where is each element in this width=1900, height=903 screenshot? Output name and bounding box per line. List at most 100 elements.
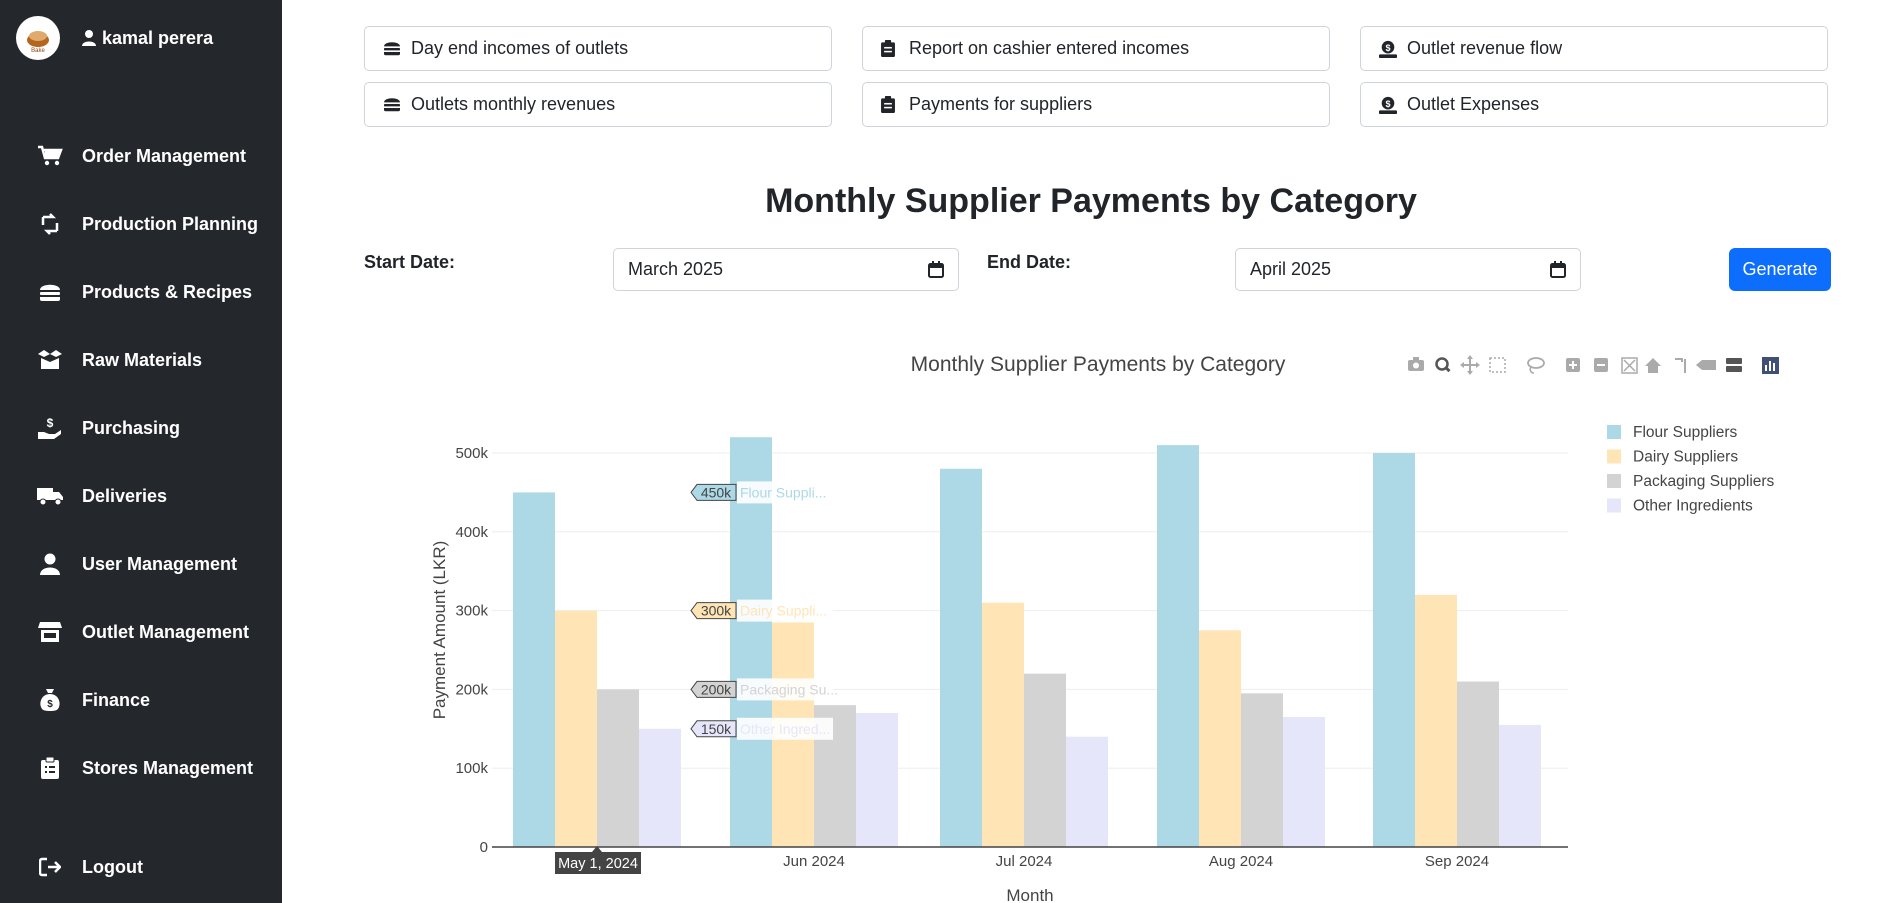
report-revenue-flow-button[interactable]: $ Outlet revenue flow: [1360, 26, 1828, 71]
sidebar-item-purchasing[interactable]: $ Purchasing: [0, 394, 282, 462]
report-day-end-incomes-button[interactable]: Day end incomes of outlets: [364, 26, 832, 71]
zoom-in-icon[interactable]: [1566, 358, 1580, 372]
svg-text:$: $: [47, 416, 54, 430]
hover-series-name: Other Ingred...: [740, 721, 830, 737]
bar-dairy-suppliers[interactable]: [1199, 630, 1241, 847]
report-outlet-expenses-button[interactable]: $ Outlet Expenses: [1360, 82, 1828, 127]
report-supplier-payments-button[interactable]: Payments for suppliers: [862, 82, 1330, 127]
report-monthly-revenues-button[interactable]: Outlets monthly revenues: [364, 82, 832, 127]
hover-value-box: [690, 680, 737, 698]
sidebar-item-user-management[interactable]: User Management: [0, 530, 282, 598]
sidebar-item-label: Production Planning: [82, 213, 258, 234]
hover-closest-icon[interactable]: [1696, 360, 1716, 370]
bar-dairy-suppliers[interactable]: [555, 610, 597, 847]
sidebar-item-stores-management[interactable]: Stores Management: [0, 734, 282, 802]
lasso-icon[interactable]: [1527, 357, 1545, 374]
chart-legend: Flour Suppliers Dairy Suppliers Packaging …: [1607, 424, 1775, 515]
hover-x-label: May 1, 2024: [558, 856, 638, 872]
sidebar-item-products-recipes[interactable]: Products & Recipes: [0, 258, 282, 326]
hover-name-box: [737, 678, 833, 701]
pan-icon[interactable]: [1460, 355, 1480, 375]
y-tick-label: 0: [480, 839, 488, 856]
report-label: Outlet revenue flow: [1407, 38, 1563, 58]
burger-icon: [36, 278, 64, 306]
bar-flour-suppliers[interactable]: [513, 492, 555, 847]
legend-item[interactable]: Packaging Suppliers: [1633, 473, 1775, 490]
sidebar-item-label: Products & Recipes: [82, 281, 253, 302]
calendar-icon[interactable]: [1550, 261, 1566, 283]
sidebar-item-order-management[interactable]: Order Management: [0, 122, 282, 190]
bar-other-ingredients[interactable]: [1066, 736, 1108, 847]
bar-flour-suppliers[interactable]: [940, 468, 982, 847]
user-name-display: kamal perera: [82, 28, 213, 49]
calendar-icon[interactable]: [928, 261, 944, 283]
box-select-icon[interactable]: [1489, 357, 1506, 373]
chart-x-ticks: Jun 2024 Jul 2024 Aug 2024 Sep 2024: [783, 853, 1489, 870]
sidebar-nav: Order Management Production Planning Pro…: [0, 122, 282, 802]
logout-icon: [36, 853, 64, 881]
page-title: Monthly Supplier Payments by Category: [765, 182, 1417, 220]
legend-swatch[interactable]: [1607, 449, 1621, 464]
legend-swatch[interactable]: [1607, 474, 1621, 488]
bar-packaging-suppliers[interactable]: [597, 689, 639, 847]
home-icon[interactable]: [1645, 358, 1661, 373]
report-cashier-incomes-button[interactable]: Report on cashier entered incomes: [862, 26, 1330, 71]
zoom-icon[interactable]: [1435, 357, 1451, 373]
hover-tooltip: 450k Flour Suppli... 300k Dairy Suppli... 20…: [555, 481, 838, 874]
burger-icon: [383, 96, 401, 114]
chart-title: Monthly Supplier Payments by Category: [911, 353, 1286, 376]
autoscale-icon[interactable]: [1621, 357, 1638, 374]
sidebar-item-outlet-management[interactable]: Outlet Management: [0, 598, 282, 666]
sidebar-item-finance[interactable]: $ Finance: [0, 666, 282, 734]
legend-item[interactable]: Flour Suppliers: [1633, 424, 1737, 441]
spike-lines-icon[interactable]: [1675, 358, 1686, 373]
zoom-out-icon[interactable]: [1594, 358, 1608, 372]
bar-packaging-suppliers[interactable]: [1241, 693, 1283, 847]
chart-y-ticks: 0 100k 200k 300k 400k 500k: [455, 445, 488, 856]
cart-icon: [36, 142, 64, 170]
bar-flour-suppliers[interactable]: [1373, 453, 1415, 847]
user-name: kamal perera: [102, 27, 214, 48]
hover-name-box: [737, 599, 833, 622]
plotly-logo-icon[interactable]: [1762, 357, 1779, 374]
legend-swatch[interactable]: [1607, 425, 1621, 439]
legend-item[interactable]: Dairy Suppliers: [1633, 449, 1738, 466]
hover-compare-icon[interactable]: [1726, 358, 1742, 372]
sidebar-item-raw-materials[interactable]: Raw Materials: [0, 326, 282, 394]
hover-value: 450k: [701, 484, 732, 500]
sidebar-item-deliveries[interactable]: Deliveries: [0, 462, 282, 530]
money-download-icon: $: [1379, 96, 1397, 114]
legend-item[interactable]: Other Ingredients: [1633, 498, 1753, 515]
clipboard-icon: [36, 754, 64, 782]
bar-dairy-suppliers[interactable]: [982, 602, 1024, 847]
sidebar-item-label: Stores Management: [82, 757, 254, 778]
store-icon: [36, 618, 64, 646]
x-tick-label: Aug 2024: [1209, 853, 1273, 870]
camera-icon[interactable]: [1408, 357, 1424, 371]
hover-name-box: [737, 717, 833, 740]
sidebar-item-production-planning[interactable]: Production Planning: [0, 190, 282, 258]
bar-other-ingredients[interactable]: [856, 713, 898, 847]
hover-name-box: [737, 481, 833, 504]
bar-other-ingredients[interactable]: [1499, 724, 1541, 847]
svg-text:$: $: [47, 699, 53, 710]
generate-button[interactable]: Generate: [1729, 248, 1831, 291]
end-date-input[interactable]: April 2025: [1235, 248, 1581, 291]
start-date-input[interactable]: March 2025: [613, 248, 959, 291]
start-date-value: March 2025: [628, 259, 724, 279]
hover-value-box: [690, 602, 737, 620]
chart-bars: [513, 437, 1541, 847]
sidebar-item-label: Order Management: [82, 145, 247, 166]
bar-dairy-suppliers[interactable]: [1415, 594, 1457, 847]
logout-button[interactable]: Logout: [0, 837, 282, 897]
sidebar-item-label: Deliveries: [82, 485, 168, 506]
bar-other-ingredients[interactable]: [1283, 716, 1325, 847]
bar-flour-suppliers[interactable]: [1157, 445, 1199, 847]
bar-packaging-suppliers[interactable]: [1024, 673, 1066, 847]
burger-icon: [383, 40, 401, 58]
bar-packaging-suppliers[interactable]: [1457, 681, 1499, 847]
legend-swatch[interactable]: [1607, 498, 1621, 513]
hover-series-name: Flour Suppli...: [740, 484, 826, 500]
bar-other-ingredients[interactable]: [639, 728, 681, 847]
bar-flour-suppliers[interactable]: [730, 437, 772, 847]
